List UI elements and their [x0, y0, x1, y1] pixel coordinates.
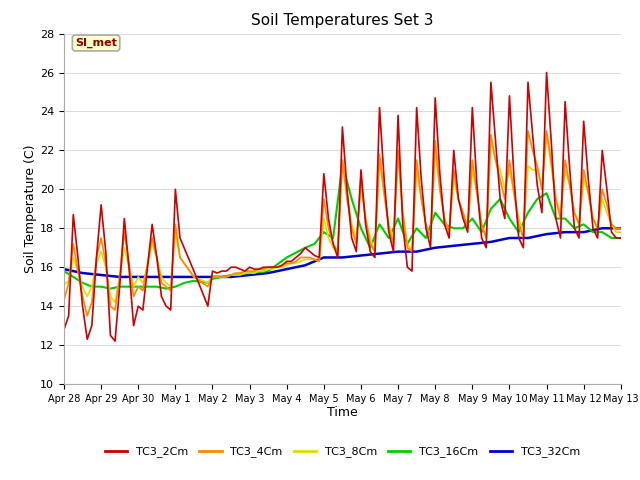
- X-axis label: Time: Time: [327, 407, 358, 420]
- Title: Soil Temperatures Set 3: Soil Temperatures Set 3: [251, 13, 434, 28]
- Y-axis label: Soil Temperature (C): Soil Temperature (C): [24, 144, 37, 273]
- Legend: TC3_2Cm, TC3_4Cm, TC3_8Cm, TC3_16Cm, TC3_32Cm: TC3_2Cm, TC3_4Cm, TC3_8Cm, TC3_16Cm, TC3…: [100, 442, 584, 462]
- Text: SI_met: SI_met: [75, 38, 117, 48]
